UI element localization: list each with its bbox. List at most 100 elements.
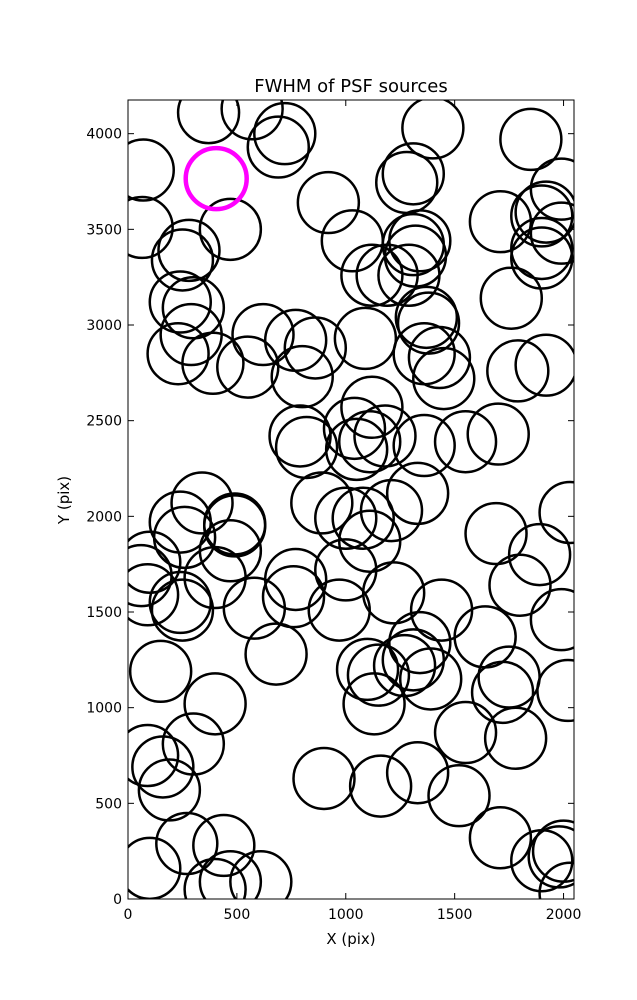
x-tick-label: 0 xyxy=(124,907,133,923)
source-marker xyxy=(322,396,387,461)
y-tick-label: 1500 xyxy=(86,605,122,621)
source-marker xyxy=(128,639,193,704)
source-marker xyxy=(433,700,498,765)
source-marker xyxy=(253,101,317,166)
source-marker xyxy=(538,480,574,545)
source-marker xyxy=(170,471,234,535)
source-marker xyxy=(192,813,256,878)
source-marker xyxy=(296,170,361,235)
source-marker xyxy=(433,409,498,474)
source-marker xyxy=(261,564,326,629)
y-tick-label: 2500 xyxy=(86,414,122,430)
source-marker xyxy=(131,735,195,799)
source-marker xyxy=(514,180,574,244)
x-tick-label: 500 xyxy=(224,907,251,923)
y-tick-label: 1000 xyxy=(86,701,122,717)
source-marker xyxy=(198,850,263,899)
source-marker xyxy=(538,861,574,899)
source-marker xyxy=(137,758,202,822)
source-marker xyxy=(324,417,389,482)
source-marker xyxy=(483,706,548,771)
source-marker xyxy=(359,478,424,543)
source-marker xyxy=(290,471,354,535)
y-tick-label: 0 xyxy=(113,892,122,908)
source-marker xyxy=(314,486,378,550)
source-marker xyxy=(401,100,465,160)
y-tick-label: 500 xyxy=(95,796,122,812)
source-marker xyxy=(146,321,210,386)
x-tick-label: 1000 xyxy=(328,907,364,923)
source-marker xyxy=(488,553,552,617)
source-marker xyxy=(385,461,450,526)
source-marker xyxy=(466,402,530,466)
source-marker xyxy=(246,115,311,179)
y-axis-ticks: 0 500 1000 1500 2000 2500 3000 3500 4000 xyxy=(86,127,574,908)
markers-layer xyxy=(128,100,574,899)
source-marker xyxy=(529,157,574,221)
source-marker xyxy=(353,404,417,468)
source-marker xyxy=(152,505,217,570)
source-marker xyxy=(157,218,221,283)
source-marker xyxy=(348,754,413,818)
source-marker xyxy=(128,195,174,260)
source-marker xyxy=(468,806,533,870)
source-marker xyxy=(155,811,219,876)
source-marker xyxy=(398,647,463,711)
source-marker xyxy=(231,302,295,367)
y-tick-label: 3500 xyxy=(86,222,122,238)
source-marker xyxy=(128,138,175,202)
plot-frame xyxy=(127,99,575,900)
source-marker xyxy=(128,563,180,627)
source-marker xyxy=(181,331,245,396)
source-marker xyxy=(377,243,441,307)
source-marker xyxy=(499,107,563,172)
source-marker xyxy=(216,335,280,399)
source-marker xyxy=(128,723,180,788)
source-marker xyxy=(510,184,574,248)
source-marker xyxy=(176,100,241,145)
source-marker xyxy=(427,763,491,828)
y-tick-label: 2000 xyxy=(86,509,122,525)
source-marker xyxy=(381,628,446,692)
source-marker xyxy=(292,746,356,811)
x-tick-label: 1500 xyxy=(437,907,473,923)
source-marker xyxy=(514,333,574,397)
source-marker xyxy=(220,100,284,141)
source-marker xyxy=(183,857,247,899)
source-marker xyxy=(392,413,456,478)
source-marker xyxy=(385,740,450,805)
source-marker xyxy=(274,415,339,480)
x-axis-ticks: 0 500 1000 1500 2000 xyxy=(124,100,582,923)
source-marker xyxy=(337,409,402,474)
source-marker xyxy=(342,672,406,736)
source-marker xyxy=(283,316,348,380)
source-marker xyxy=(464,501,528,566)
source-marker xyxy=(198,197,263,262)
source-marker xyxy=(510,226,574,290)
source-marker xyxy=(468,189,533,254)
source-marker xyxy=(270,344,334,409)
source-marker xyxy=(335,637,400,702)
source-marker xyxy=(161,276,226,340)
highlight-marker xyxy=(183,145,249,212)
source-marker xyxy=(394,285,459,350)
source-marker xyxy=(333,306,398,371)
source-marker xyxy=(355,243,419,307)
source-marker xyxy=(486,339,550,403)
source-marker xyxy=(340,375,404,440)
source-marker xyxy=(148,270,213,334)
x-tick-label: 2000 xyxy=(546,907,582,923)
source-marker xyxy=(229,850,293,899)
source-marker xyxy=(150,578,215,642)
chart-title: FWHM of PSF sources xyxy=(254,76,448,97)
source-marker xyxy=(396,291,461,355)
source-marker xyxy=(150,228,215,292)
source-marker xyxy=(470,660,535,725)
source-marker xyxy=(331,486,395,550)
source-marker xyxy=(510,828,574,893)
source-marker xyxy=(244,622,308,686)
source-marker xyxy=(307,578,371,642)
y-axis-label: Y (pix) xyxy=(55,476,73,525)
source-marker xyxy=(222,576,287,640)
